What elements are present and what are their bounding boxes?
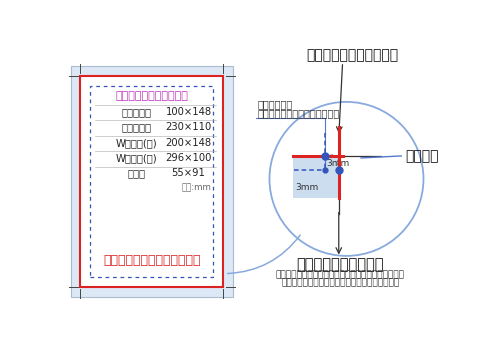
Text: 単位:mm: 単位:mm xyxy=(182,183,212,192)
Text: 230×110: 230×110 xyxy=(165,122,212,132)
Text: 55×91: 55×91 xyxy=(172,169,205,179)
Text: ここより内側に（天地左右）。: ここより内側に（天地左右）。 xyxy=(258,108,340,119)
Text: 文字や図形は: 文字や図形は xyxy=(258,99,293,109)
Text: Wサイズ(縦): Wサイズ(縦) xyxy=(115,138,157,148)
Text: 3mm: 3mm xyxy=(296,183,319,192)
Text: 文字や図形はこの範囲内で！: 文字や図形はこの範囲内で！ xyxy=(103,254,200,267)
Bar xyxy=(90,86,213,277)
Text: 塗り足し（裁ちしろ）: 塗り足し（裁ちしろ） xyxy=(297,258,384,273)
Text: 当社規定仕上がりサイズ: 当社規定仕上がりサイズ xyxy=(115,92,188,102)
Bar xyxy=(71,66,233,297)
Text: 大判サイズ: 大判サイズ xyxy=(121,122,151,132)
Text: はみ出てしまう場合はマスク処理をして下さい。: はみ出てしまう場合はマスク処理をして下さい。 xyxy=(281,278,399,287)
Text: 296×100: 296×100 xyxy=(165,153,212,163)
Text: Wサイズ(横): Wサイズ(横) xyxy=(115,153,157,163)
Text: 200×148: 200×148 xyxy=(165,138,212,148)
Text: 3mm: 3mm xyxy=(327,159,349,168)
Text: 内トンボ: 内トンボ xyxy=(405,149,439,163)
Text: 100×148: 100×148 xyxy=(165,107,212,117)
Bar xyxy=(80,76,223,287)
Text: 普通サイズ: 普通サイズ xyxy=(121,107,151,117)
Text: 名　刺: 名 刺 xyxy=(127,169,145,179)
Bar xyxy=(293,156,339,198)
Text: 仕上がり線（断裁位置）: 仕上がり線（断裁位置） xyxy=(306,49,398,63)
Text: この範囲の更に外側には何もないようにして下さい。: この範囲の更に外側には何もないようにして下さい。 xyxy=(276,271,405,280)
